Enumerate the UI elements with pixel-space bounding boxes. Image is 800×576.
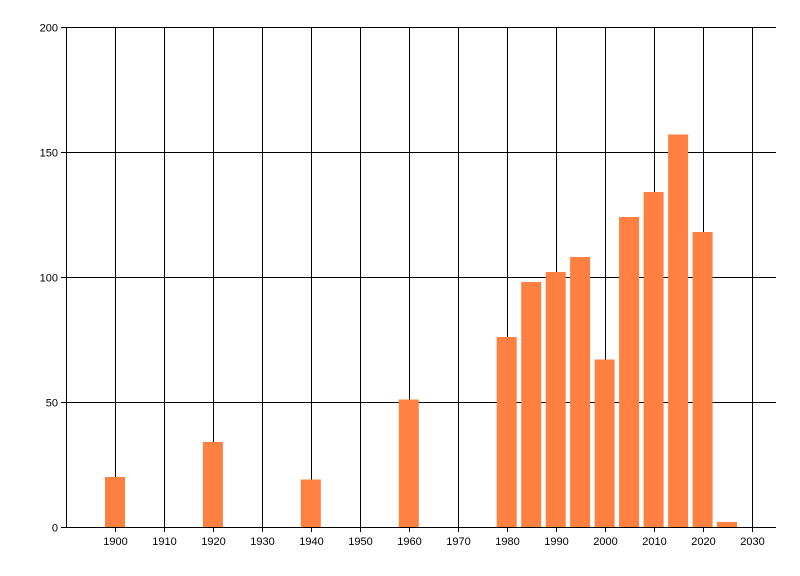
- x-tick-label: 1910: [152, 536, 176, 548]
- bar: [202, 442, 223, 527]
- y-tick-label: 0: [52, 523, 58, 535]
- x-tick-label: 2020: [691, 536, 715, 548]
- y-tick-label: 200: [40, 23, 58, 35]
- bar: [545, 272, 566, 527]
- bar: [643, 192, 664, 527]
- bar: [496, 337, 517, 527]
- x-tick-label: 1920: [201, 536, 225, 548]
- x-tick-label: 1980: [495, 536, 519, 548]
- bar: [717, 522, 737, 527]
- x-tick-label: 1900: [103, 536, 127, 548]
- x-tick-label: 1930: [250, 536, 274, 548]
- x-axis-ticks: 1900 1910 1920 1930 1940 1950 1960 1970 1980 1990…: [103, 527, 765, 548]
- x-tick-label: 2010: [642, 536, 666, 548]
- bar: [692, 232, 713, 527]
- bar: [668, 134, 689, 527]
- x-tick-label: 1990: [544, 536, 568, 548]
- axes: [66, 27, 776, 528]
- x-tick-label: 2000: [593, 536, 617, 548]
- bar: [521, 282, 542, 527]
- bar: [619, 217, 640, 527]
- x-tick-label: 1960: [397, 536, 421, 548]
- x-tick-label: 1970: [446, 536, 470, 548]
- x-tick-label: 1940: [299, 536, 323, 548]
- bar: [594, 359, 615, 527]
- bar: [300, 479, 321, 527]
- y-tick-label: 150: [40, 148, 58, 160]
- y-axis-ticks: 0 50 100 150 200: [40, 23, 66, 535]
- bar: [105, 477, 125, 527]
- y-tick-label: 100: [40, 273, 58, 285]
- y-tick-label: 50: [46, 398, 58, 410]
- x-tick-label: 1950: [348, 536, 372, 548]
- bar: [398, 399, 419, 527]
- bars: [105, 134, 737, 527]
- bar: [570, 257, 591, 527]
- x-tick-label: 2030: [740, 536, 764, 548]
